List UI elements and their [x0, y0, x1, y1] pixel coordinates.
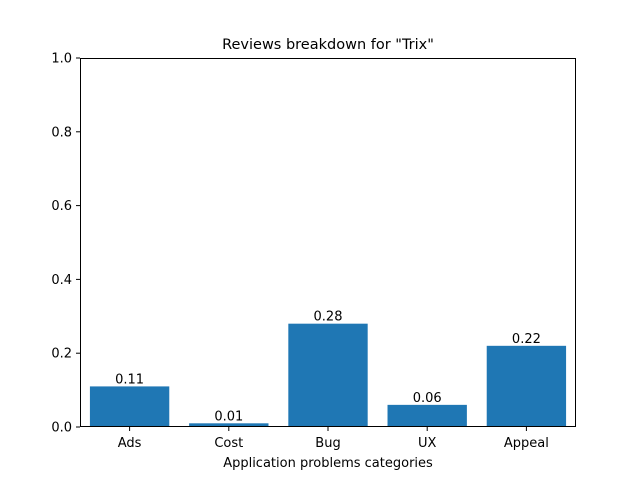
- bar-value-label: 0.28: [314, 310, 343, 325]
- y-tick-label: 0.2: [51, 347, 72, 362]
- x-tick-label: Bug: [315, 436, 340, 451]
- chart-title: Reviews breakdown for "Trix": [222, 37, 434, 53]
- bar-ads: [89, 386, 170, 427]
- x-axis: Ads Cost Bug UX Appeal: [118, 427, 549, 451]
- x-tick-label: Ads: [118, 436, 142, 451]
- y-tick-label: 1.0: [51, 52, 72, 67]
- bar-cost: [189, 423, 269, 427]
- bar-appeal: [486, 345, 567, 427]
- x-tick-label: UX: [418, 436, 437, 451]
- x-tick-label: Appeal: [504, 436, 549, 451]
- y-tick-label: 0.0: [51, 421, 72, 436]
- x-tick-label: Cost: [214, 436, 243, 451]
- y-tick-label: 0.8: [51, 125, 72, 140]
- bar-value-label: 0.01: [214, 409, 243, 424]
- bar-labels-group: 0.11 0.01 0.28 0.06 0.22: [115, 310, 541, 425]
- y-tick-label: 0.6: [51, 199, 72, 214]
- bar-ux: [387, 404, 467, 427]
- bar-bug: [288, 323, 368, 427]
- plot-frame: [80, 58, 576, 427]
- x-axis-label: Application problems categories: [223, 456, 433, 471]
- bar-value-label: 0.06: [413, 391, 442, 406]
- bars-group: [89, 323, 567, 427]
- y-axis: 0.0 0.2 0.4 0.6 0.8 1.0: [51, 52, 80, 436]
- bar-value-label: 0.22: [512, 332, 541, 347]
- y-tick-label: 0.4: [51, 273, 72, 288]
- bar-value-label: 0.11: [115, 372, 144, 387]
